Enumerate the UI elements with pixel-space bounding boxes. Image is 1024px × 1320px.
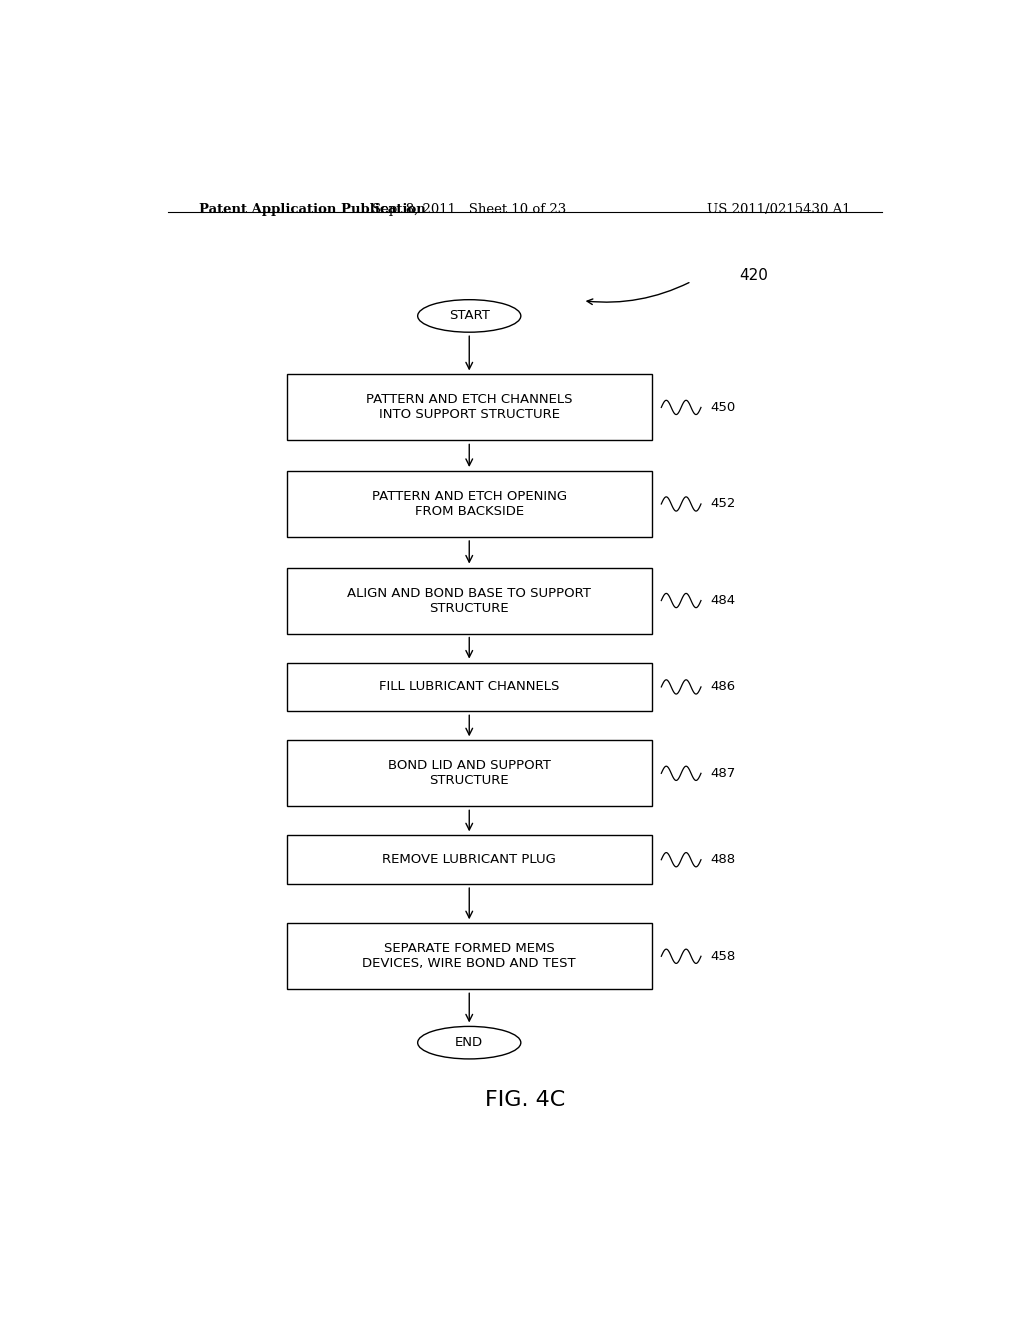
Text: END: END <box>456 1036 483 1049</box>
Ellipse shape <box>418 300 521 333</box>
Text: FIG. 4C: FIG. 4C <box>484 1089 565 1110</box>
Text: US 2011/0215430 A1: US 2011/0215430 A1 <box>707 203 850 216</box>
Text: SEPARATE FORMED MEMS
DEVICES, WIRE BOND AND TEST: SEPARATE FORMED MEMS DEVICES, WIRE BOND … <box>362 942 577 970</box>
Text: 450: 450 <box>711 401 736 414</box>
FancyBboxPatch shape <box>287 568 652 634</box>
Text: BOND LID AND SUPPORT
STRUCTURE: BOND LID AND SUPPORT STRUCTURE <box>388 759 551 787</box>
Text: Sep. 8, 2011   Sheet 10 of 23: Sep. 8, 2011 Sheet 10 of 23 <box>372 203 566 216</box>
FancyBboxPatch shape <box>287 741 652 807</box>
Text: REMOVE LUBRICANT PLUG: REMOVE LUBRICANT PLUG <box>382 853 556 866</box>
Text: 420: 420 <box>739 268 768 282</box>
FancyBboxPatch shape <box>287 663 652 711</box>
Text: FILL LUBRICANT CHANNELS: FILL LUBRICANT CHANNELS <box>379 680 559 693</box>
Text: 486: 486 <box>711 680 735 693</box>
Text: START: START <box>449 309 489 322</box>
FancyBboxPatch shape <box>287 375 652 441</box>
Text: 487: 487 <box>711 767 736 780</box>
Ellipse shape <box>418 1027 521 1059</box>
Text: 452: 452 <box>711 498 736 511</box>
FancyBboxPatch shape <box>287 836 652 884</box>
Text: 484: 484 <box>711 594 735 607</box>
Text: PATTERN AND ETCH CHANNELS
INTO SUPPORT STRUCTURE: PATTERN AND ETCH CHANNELS INTO SUPPORT S… <box>366 393 572 421</box>
FancyBboxPatch shape <box>287 471 652 537</box>
Text: 488: 488 <box>711 853 735 866</box>
FancyBboxPatch shape <box>287 923 652 989</box>
Text: PATTERN AND ETCH OPENING
FROM BACKSIDE: PATTERN AND ETCH OPENING FROM BACKSIDE <box>372 490 567 517</box>
Text: 458: 458 <box>711 950 736 962</box>
Text: ALIGN AND BOND BASE TO SUPPORT
STRUCTURE: ALIGN AND BOND BASE TO SUPPORT STRUCTURE <box>347 586 591 615</box>
Text: Patent Application Publication: Patent Application Publication <box>200 203 426 216</box>
